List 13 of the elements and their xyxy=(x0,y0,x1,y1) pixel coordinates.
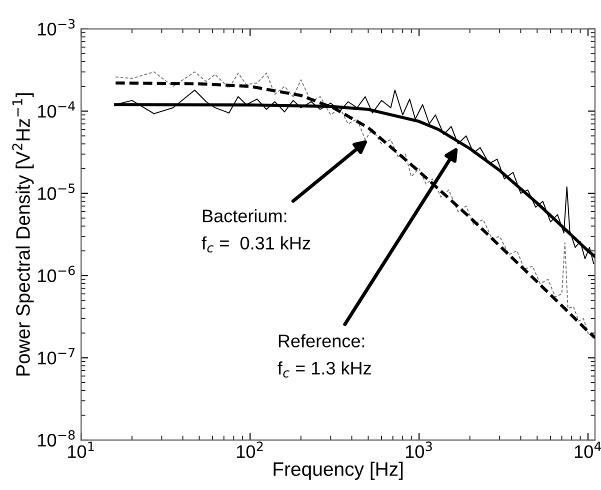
x-tick-label: 10$^{1}$ xyxy=(68,442,94,458)
y-tick-label: 10$^{−4}$ xyxy=(38,101,75,118)
y-tick-label: 10$^{−5}$ xyxy=(38,184,75,200)
annotation: Reference: f$_{c}$ = 1.3 kHz xyxy=(278,334,371,378)
x-tick-label: 10$^{3}$ xyxy=(406,442,432,458)
x-axis-title: Frequency [Hz] xyxy=(274,462,403,480)
y-tick-label: 10$^{−6}$ xyxy=(38,266,75,282)
annotation: Bacterium: f$_{c}$ = 0.31 kHz xyxy=(202,209,310,253)
y-tick-label: 10$^{−7}$ xyxy=(38,348,75,364)
y-axis-title: Power Spectral Density [V$^{2}$Hz$^{−1}$] xyxy=(12,93,34,376)
y-tick-label: 10$^{−3}$ xyxy=(38,19,75,36)
x-tick-label: 10$^{4}$ xyxy=(574,442,601,458)
x-tick-label: 10$^{2}$ xyxy=(237,442,263,458)
